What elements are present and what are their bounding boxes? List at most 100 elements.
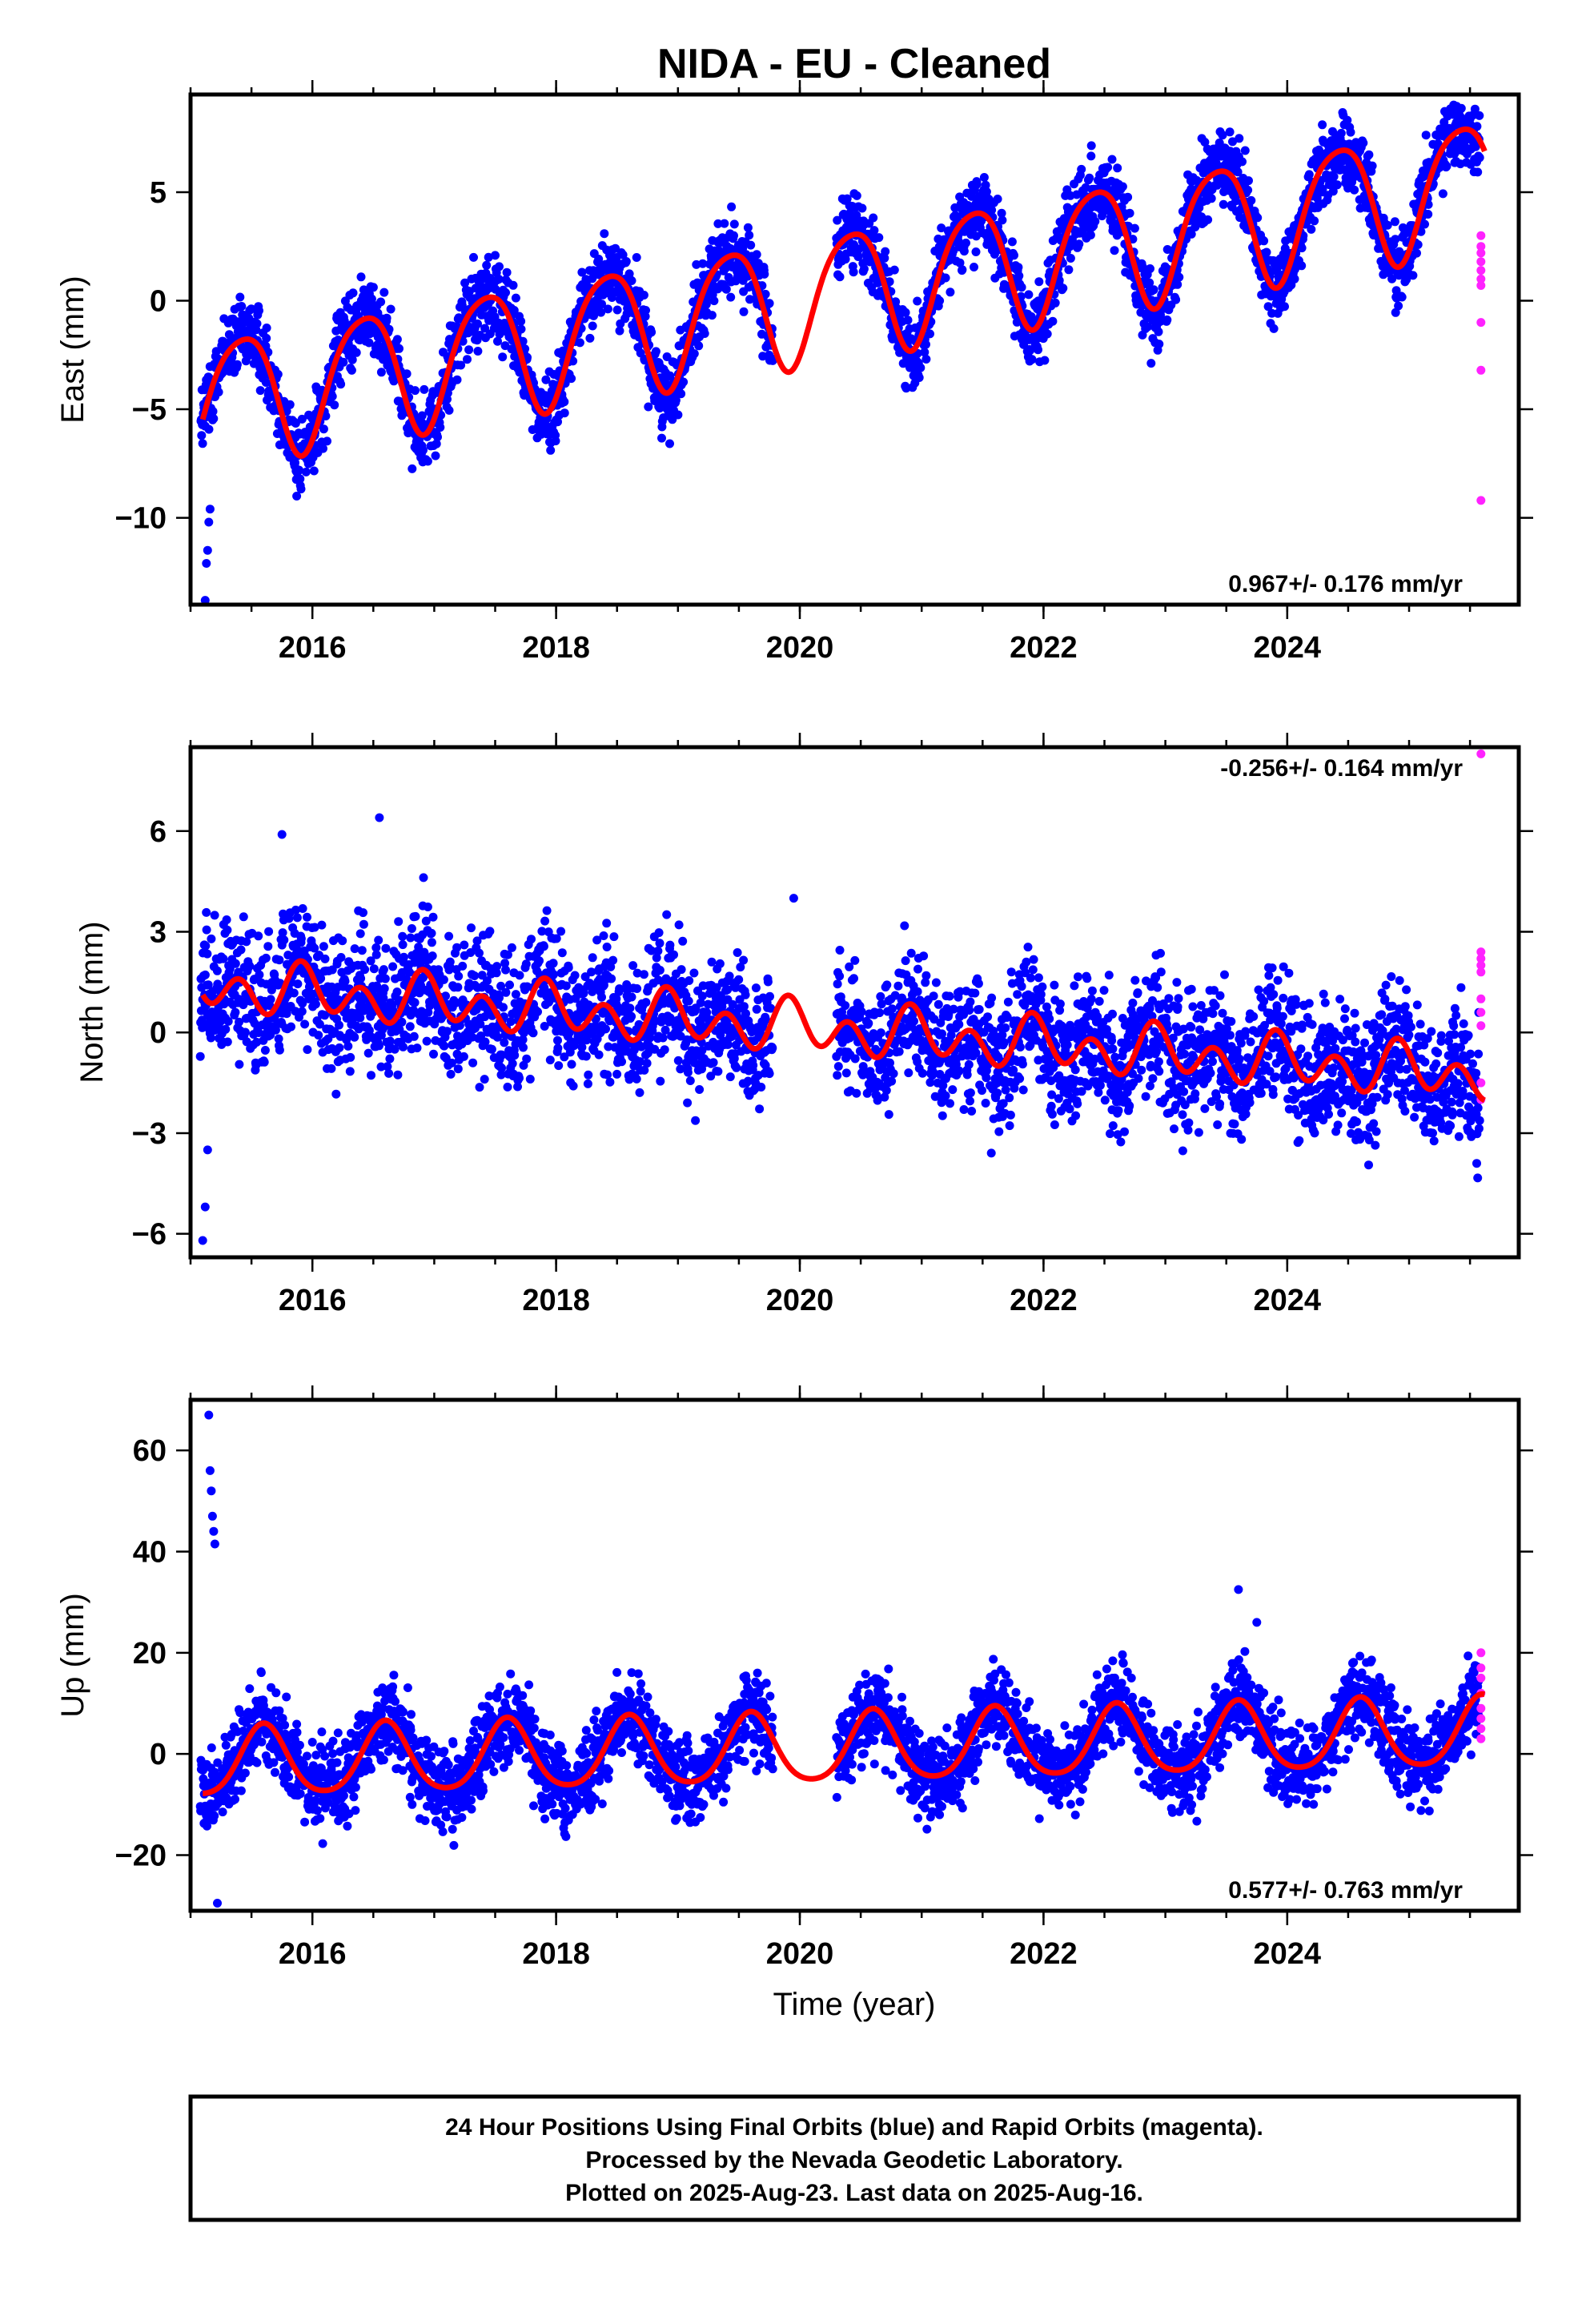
final-orbit-point (397, 411, 407, 420)
final-orbit-point (1113, 163, 1122, 173)
final-orbit-point (275, 1045, 284, 1055)
final-orbit-point (551, 436, 560, 446)
final-orbit-point (588, 953, 597, 963)
final-orbit-point (745, 231, 754, 240)
rapid-orbit-point (1476, 281, 1486, 290)
final-orbit-point (1034, 345, 1042, 355)
final-orbit-point (553, 1035, 562, 1045)
final-orbit-point (204, 424, 214, 434)
final-orbit-point (1290, 274, 1299, 283)
final-orbit-point (214, 388, 223, 397)
final-orbit-point (291, 458, 299, 468)
final-orbit-point (320, 1011, 330, 1020)
final-orbit-point (473, 347, 483, 356)
final-orbit-point (219, 954, 228, 963)
final-orbit-point (1297, 261, 1307, 271)
final-orbit-point (460, 940, 469, 950)
final-orbit-point (197, 431, 207, 440)
final-orbit-point (297, 1007, 307, 1016)
final-orbit-point (579, 988, 588, 998)
final-orbit-point (972, 179, 982, 189)
final-orbit-point (501, 287, 510, 297)
final-orbit-point (235, 292, 245, 302)
final-orbit-point (1143, 322, 1153, 332)
final-orbit-point (889, 265, 899, 275)
final-orbit-point (409, 1031, 419, 1041)
final-orbit-point (525, 1075, 535, 1084)
final-orbit-point (987, 205, 997, 215)
final-orbit-point (1367, 161, 1377, 171)
rapid-orbit-point (1476, 496, 1486, 505)
final-orbit-point (427, 938, 436, 947)
final-orbit-point (1336, 128, 1346, 138)
final-orbit-point (202, 925, 211, 935)
final-orbit-point (398, 931, 408, 941)
final-orbit-point (1364, 150, 1374, 159)
final-orbit-point (245, 961, 255, 971)
final-orbit-point (627, 992, 636, 1002)
final-orbit-point (395, 344, 404, 353)
final-orbit-point (1173, 279, 1182, 289)
final-orbit-point (625, 1003, 635, 1013)
final-orbit-point (1475, 111, 1484, 120)
x-tick-label: 2024 (1254, 631, 1322, 665)
y-tick-label: −10 (115, 502, 167, 536)
final-orbit-point (1412, 248, 1421, 258)
final-orbit-point (1200, 138, 1210, 147)
final-orbit-point (350, 1032, 359, 1042)
final-orbit-point (363, 1048, 373, 1058)
final-orbit-point (274, 1034, 283, 1043)
final-orbit-point (347, 355, 357, 364)
final-orbit-point (741, 990, 750, 999)
final-orbit-point (335, 1020, 343, 1030)
final-orbit-point (993, 195, 1002, 203)
final-orbit-point (916, 363, 926, 372)
final-orbit-point (739, 307, 749, 316)
final-orbit-point (955, 258, 965, 267)
final-orbit-point (493, 336, 502, 346)
final-orbit-point (376, 297, 386, 307)
final-orbit-point (689, 968, 699, 978)
final-orbit-point (553, 417, 562, 427)
final-orbit-point (446, 1069, 456, 1079)
final-orbit-point (914, 373, 924, 382)
final-orbit-point (399, 952, 408, 962)
final-orbit-point (546, 445, 556, 455)
final-orbit-point (396, 404, 406, 413)
final-orbit-point (655, 939, 665, 948)
final-orbit-point (407, 924, 416, 933)
final-orbit-point (323, 436, 331, 446)
final-orbit-point (609, 932, 619, 942)
final-orbit-point (584, 1070, 593, 1080)
final-orbit-point (1146, 359, 1156, 368)
final-orbit-point (1423, 210, 1433, 219)
final-orbit-point (273, 369, 283, 379)
final-orbit-point (732, 1063, 741, 1072)
final-orbit-point (599, 931, 608, 940)
final-orbit-point (452, 375, 462, 384)
final-orbit-point (321, 412, 331, 420)
final-orbit-point (419, 873, 428, 883)
final-orbit-point (297, 414, 307, 424)
final-orbit-point (958, 265, 967, 275)
final-orbit-point (359, 908, 367, 918)
final-orbit-point (542, 906, 552, 915)
final-orbit-point (310, 923, 319, 932)
final-orbit-point (261, 378, 271, 387)
final-orbit-point (981, 180, 990, 190)
final-orbit-point (556, 927, 566, 936)
y-tick-label: 0 (150, 285, 167, 319)
final-orbit-point (541, 375, 551, 384)
final-orbit-point (627, 1011, 636, 1021)
final-orbit-point (247, 304, 256, 314)
final-orbit-point (901, 308, 910, 317)
final-orbit-point (833, 215, 842, 225)
final-orbit-point (411, 386, 420, 396)
final-orbit-point (410, 998, 420, 1007)
final-orbit-point (491, 251, 500, 260)
final-orbit-point (962, 238, 970, 247)
final-orbit-point (369, 964, 379, 974)
final-orbit-point (657, 433, 666, 443)
final-orbit-point (1048, 316, 1058, 326)
final-orbit-point (211, 347, 221, 356)
